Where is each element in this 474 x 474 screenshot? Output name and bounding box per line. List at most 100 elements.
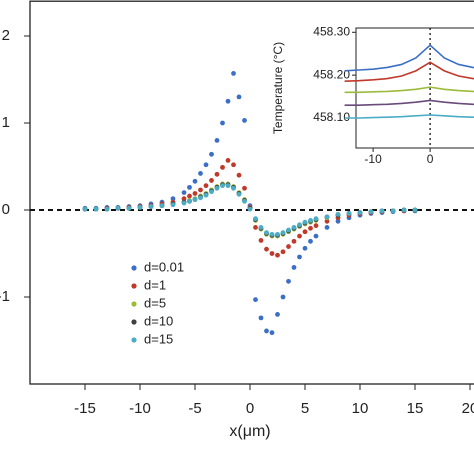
- data-point: [170, 196, 176, 202]
- data-point: [412, 207, 418, 213]
- legend-marker: [131, 283, 137, 289]
- data-point: [275, 252, 280, 258]
- data-point: [159, 203, 165, 209]
- data-point: [214, 185, 220, 191]
- data-point: [324, 214, 330, 220]
- data-point: [247, 206, 253, 212]
- legend-marker: [131, 319, 137, 325]
- data-point: [170, 202, 176, 208]
- data-point: [313, 216, 319, 222]
- data-point: [220, 164, 225, 170]
- x-tick-label: -15: [74, 400, 96, 417]
- legend-label: d=10: [144, 313, 173, 328]
- data-point: [302, 245, 308, 251]
- legend-label: d=5: [144, 295, 166, 310]
- data-point: [225, 98, 231, 104]
- y-tick-label: -1: [0, 288, 10, 305]
- data-line: [344, 61, 474, 82]
- data-point: [275, 231, 280, 237]
- y-tick-label: 458.20: [313, 67, 350, 81]
- data-point: [286, 278, 291, 284]
- data-point: [258, 315, 264, 321]
- series: [82, 183, 418, 237]
- data-point: [286, 227, 291, 233]
- x-tick-label: -10: [364, 152, 382, 166]
- x-axis-label: x(μm): [229, 423, 270, 440]
- data-point: [302, 219, 308, 225]
- legend-label: d=15: [144, 331, 173, 346]
- data-point: [258, 238, 264, 243]
- data-point: [291, 265, 297, 270]
- data-point: [220, 183, 225, 189]
- y-tick-label: 0: [2, 201, 10, 218]
- legend-marker: [131, 265, 137, 271]
- legend-label: d=1: [144, 277, 166, 292]
- data-point: [231, 185, 236, 191]
- data-line: [344, 86, 474, 94]
- y-tick-label: 458.30: [313, 24, 350, 38]
- data-point: [280, 249, 286, 255]
- data-point: [280, 230, 286, 236]
- data-point: [209, 151, 214, 157]
- data-point: [225, 183, 231, 189]
- data-point: [187, 198, 192, 204]
- data-point: [308, 218, 313, 223]
- x-tick-label: 0: [427, 152, 434, 166]
- legend-label: d=0.01: [144, 259, 184, 274]
- data-point: [302, 229, 308, 235]
- data-point: [209, 178, 214, 183]
- x-tick-label: 0: [246, 400, 254, 417]
- data-point: [198, 195, 203, 201]
- x-tick-label: 5: [301, 400, 309, 417]
- data-point: [214, 138, 220, 143]
- data-point: [82, 206, 88, 212]
- data-point: [198, 187, 203, 193]
- data-point: [264, 246, 269, 252]
- data-point: [275, 312, 280, 317]
- x-tick-label: 10: [352, 400, 369, 417]
- data-point: [181, 200, 187, 206]
- data-point: [220, 120, 225, 126]
- data-point: [264, 328, 269, 334]
- x-tick-label: 20: [462, 400, 474, 417]
- data-point: [335, 218, 341, 224]
- plot-frame: [355, 27, 474, 149]
- data-point: [192, 191, 198, 196]
- x-tick-label: -10: [129, 400, 151, 417]
- data-point: [192, 197, 198, 202]
- data-point: [126, 205, 132, 211]
- data-point: [357, 210, 363, 216]
- data-point: [236, 94, 242, 100]
- data-point: [148, 204, 154, 209]
- y-tick-label: 2: [2, 27, 10, 44]
- data-point: [198, 171, 203, 176]
- data-point: [390, 208, 396, 214]
- data-point: [181, 190, 187, 196]
- data-point: [368, 209, 374, 215]
- data-line: [344, 99, 474, 106]
- data-point: [291, 238, 297, 244]
- x-tick-label: 15: [407, 400, 424, 417]
- data-point: [236, 191, 242, 197]
- data-point: [308, 225, 313, 231]
- data-point: [236, 172, 242, 178]
- y-tick-label: 458.10: [313, 110, 350, 124]
- data-point: [187, 184, 192, 190]
- data-point: [269, 330, 275, 336]
- data-point: [401, 207, 407, 213]
- data-point: [242, 185, 247, 191]
- data-point: [104, 206, 110, 212]
- data-point: [253, 216, 258, 222]
- data-point: [313, 223, 319, 229]
- data-point: [308, 238, 313, 244]
- data-point: [209, 189, 214, 195]
- data-point: [258, 225, 264, 230]
- data-point: [324, 218, 330, 224]
- data-point: [297, 233, 302, 239]
- data-point: [313, 233, 319, 239]
- legend-marker: [131, 337, 137, 343]
- data-line: [344, 44, 474, 72]
- data-point: [203, 183, 209, 189]
- data-point: [214, 171, 220, 177]
